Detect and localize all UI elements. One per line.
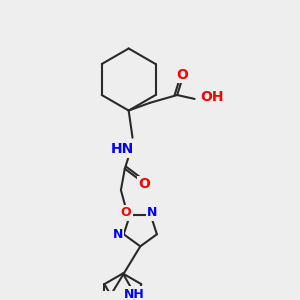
Text: O: O [176, 68, 188, 82]
Text: HN: HN [111, 142, 134, 156]
Text: N: N [113, 228, 123, 241]
Text: NH: NH [124, 288, 145, 300]
Text: OH: OH [200, 90, 224, 104]
Text: O: O [121, 206, 131, 219]
Text: O: O [138, 177, 150, 191]
Text: N: N [147, 206, 158, 219]
